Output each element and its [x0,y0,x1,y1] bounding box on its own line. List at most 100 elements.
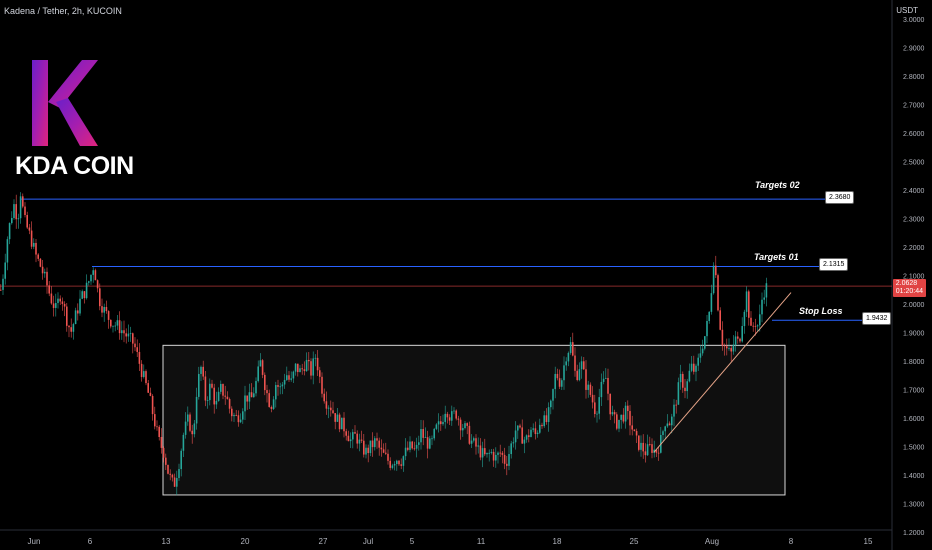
targets-01-value: 2.1315 [819,258,849,271]
candle [332,401,334,415]
candle [741,317,743,343]
candle [433,427,435,441]
price-axis[interactable]: 1.2000 1.3000 1.4000 1.5000 1.6000 1.7000 1.80… [891,0,925,550]
time-tick-label: 5 [410,537,415,546]
candle [116,314,119,330]
candle [182,432,185,458]
candle [547,402,550,432]
candle [336,408,339,422]
candle [519,423,521,429]
targets-02-label: Targets 02 [755,180,800,190]
candle [754,318,757,336]
candle [303,361,306,376]
candle [444,405,446,429]
stop-loss-label: Stop Loss [799,306,843,316]
candle [305,352,308,372]
candle [74,307,77,325]
candle [688,363,691,383]
candle [704,336,706,351]
candle [435,423,438,431]
candle [737,331,739,344]
candle [176,470,178,496]
candle [321,372,323,398]
time-tick-label: 11 [477,537,486,546]
price-tick-label: 2.3000 [903,217,925,224]
candle [327,405,330,419]
candle [371,432,374,457]
candle [11,211,13,225]
candle [145,369,147,386]
candle [684,378,686,399]
candle [211,379,213,389]
candle [609,393,611,421]
candle [246,395,248,410]
candle [310,358,312,380]
candle [552,388,554,410]
candle [596,411,598,423]
candle [488,449,490,462]
price-tick-label: 1.8000 [903,359,925,366]
candle [28,224,31,235]
candle [679,364,682,390]
candle [409,436,411,453]
candle [22,193,24,209]
candle [250,383,253,398]
candle [0,284,2,292]
candle [376,432,378,449]
candle [448,414,451,425]
candle [446,411,449,424]
candle [396,459,398,471]
time-tick-label: Jul [363,537,373,546]
candle [259,353,262,367]
candle [732,335,735,355]
candle [151,394,154,421]
candle [228,397,231,414]
candle [374,436,376,451]
candle [730,345,732,362]
candle [668,421,671,426]
candle [147,379,149,393]
candle [561,378,563,391]
candle [629,405,631,436]
candle [121,321,123,340]
candle [77,303,79,321]
candle [756,324,759,332]
kda-logo-icon [32,60,98,146]
candle [325,391,328,415]
candle [633,429,636,432]
candle [248,383,251,410]
price-tick-label: 1.4000 [903,473,925,480]
candle [673,399,675,427]
candle [114,321,116,332]
candle [136,339,138,357]
bar-countdown: 01:20:44 [895,288,923,295]
candle [387,449,389,465]
candle [184,412,187,439]
candle [550,399,552,415]
candle [462,423,464,437]
candle [365,444,367,459]
coin-name: KDA COIN [15,152,134,180]
candle [466,422,468,435]
candle [580,356,583,379]
time-tick-label: 6 [88,537,93,546]
candle [158,425,160,441]
candle [81,289,83,300]
candle [140,360,143,382]
candle [477,437,479,454]
candle [501,450,504,464]
candle [578,362,581,382]
time-axis[interactable]: Jun 6 13 20 27 Jul 5 11 18 25 Aug 8 15 [0,529,892,546]
candle [17,213,20,229]
candle [644,443,647,463]
candle [567,351,570,367]
candle [35,238,37,263]
candle [191,424,193,444]
current-price-tag[interactable]: 2.0628 01:20:44 [892,279,926,297]
candle [763,289,765,304]
candle [24,202,26,218]
candle [330,400,332,417]
candle [572,332,574,357]
candle [708,311,710,324]
